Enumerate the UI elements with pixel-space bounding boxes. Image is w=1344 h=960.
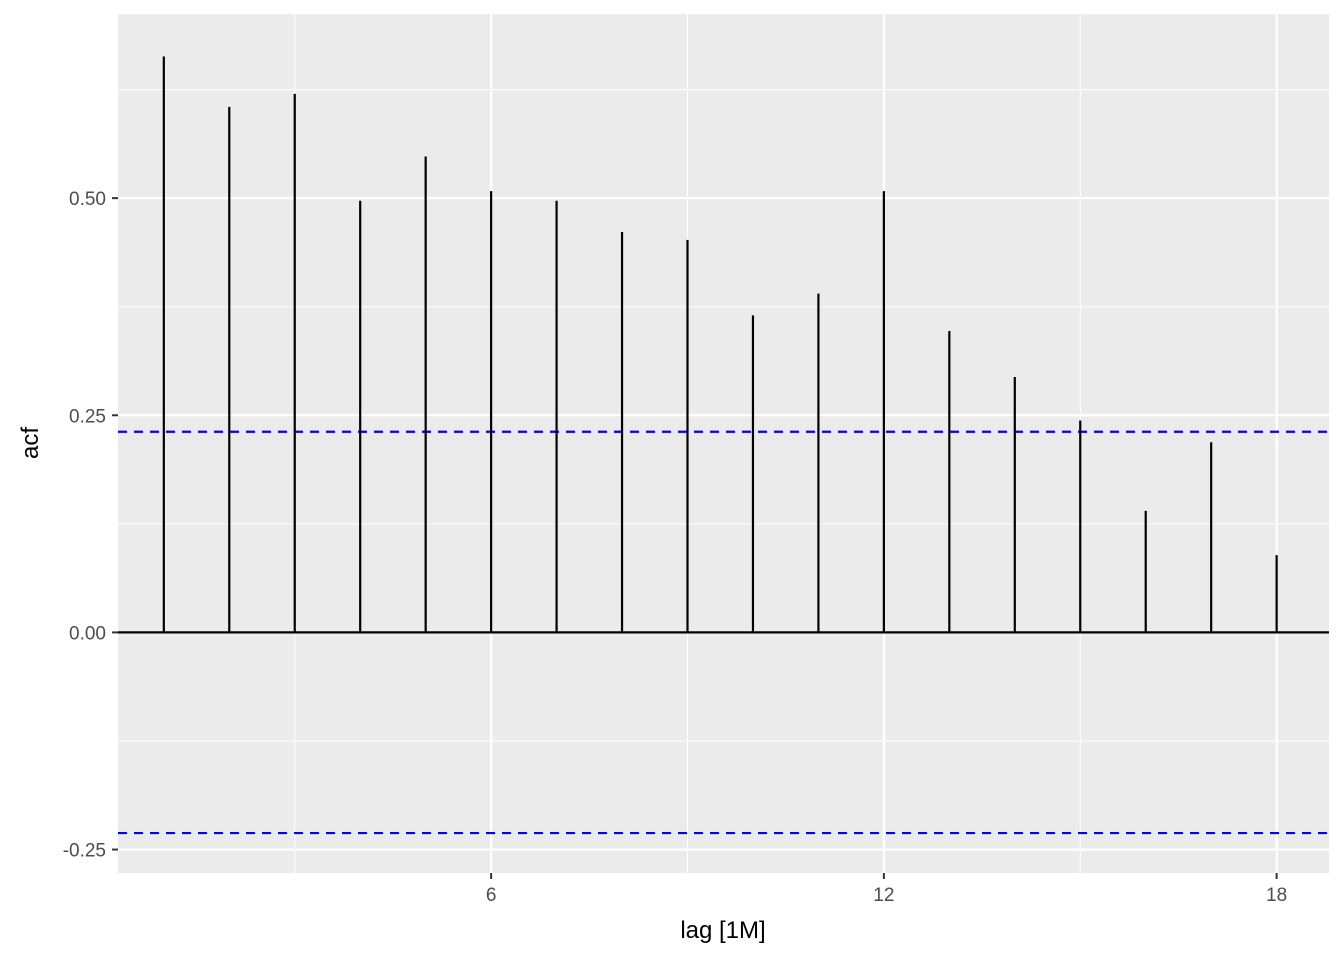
y-axis-title: acf — [17, 427, 44, 459]
plot-panel — [118, 14, 1329, 873]
acf-stems — [162, 56, 1278, 633]
x-axis-title: lag [1M] — [680, 917, 765, 944]
y-tick-label: 0.25 — [69, 406, 106, 427]
x-tick-label: 6 — [486, 885, 497, 906]
x-tick-label: 12 — [873, 885, 894, 906]
y-tick-label: 0.00 — [69, 623, 106, 644]
confidence-bounds — [118, 430, 1329, 835]
minor-gridlines — [118, 14, 1329, 873]
y-axis: -0.25 0.00 0.25 0.50 — [63, 189, 118, 862]
x-axis: 6 12 18 — [486, 873, 1287, 906]
x-tick-label: 18 — [1266, 885, 1287, 906]
y-tick-label: -0.25 — [63, 841, 106, 862]
y-tick-label: 0.50 — [69, 189, 106, 210]
